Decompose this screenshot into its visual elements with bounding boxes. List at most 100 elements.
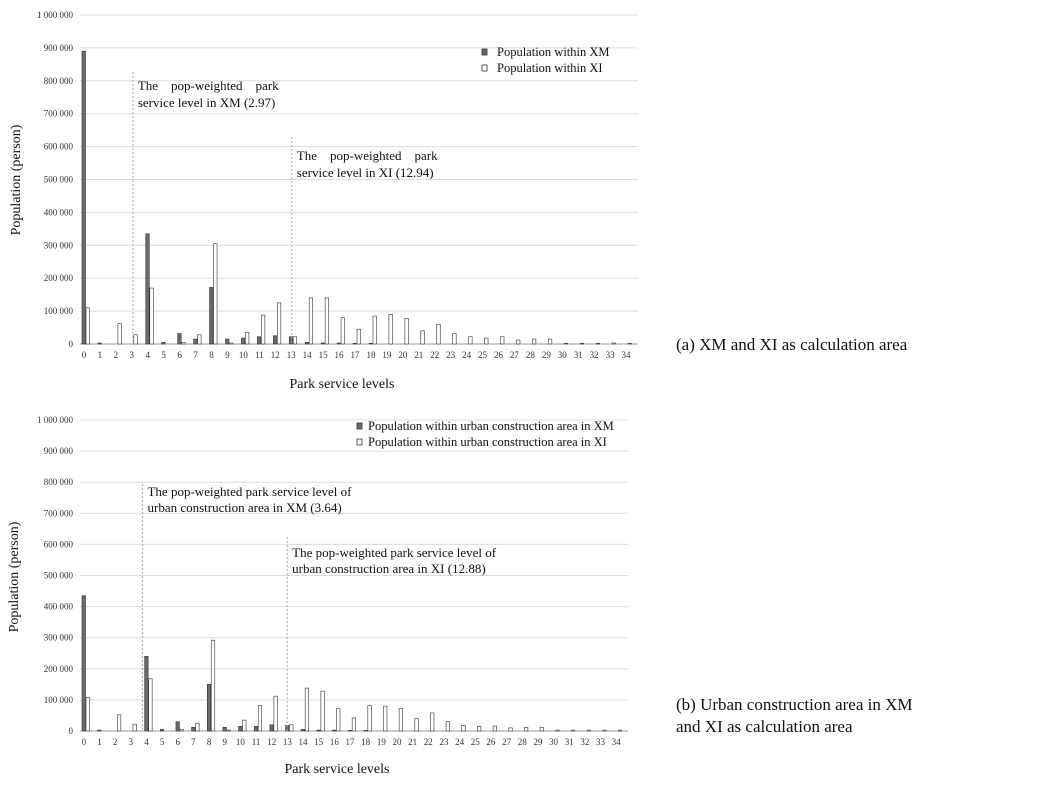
bar-xi [524,726,529,732]
bar-xm [97,342,102,345]
bar-xi [398,708,403,732]
x-tick-label: 5 [161,350,166,360]
bar-xi [367,705,372,732]
x-tick-label: 29 [533,737,543,747]
bar-xi [586,729,591,732]
bar-xm [222,726,227,732]
x-tick-label: 14 [299,737,309,747]
bar-xi [627,343,632,345]
bar-xm [363,730,368,732]
annotation-text: The pop-weighted park [138,78,279,93]
bar-xi [436,323,441,345]
bar-xm [81,50,86,345]
bar-xi [516,339,521,345]
x-axis-title: Park service levels [285,762,390,777]
y-tick-label: 700 000 [44,508,74,518]
bar-xm [320,342,325,345]
x-tick-label: 10 [236,737,246,747]
annotation-text: The pop-weighted park service level of [292,545,497,560]
y-tick-label: 800 000 [44,477,74,487]
bar-xi [226,729,231,732]
bar-xi [85,307,90,345]
bar-xi [308,297,314,345]
x-tick-label: 30 [549,737,559,747]
bar-xi [563,343,569,345]
bar-xi [579,343,585,345]
bar-xi [148,678,153,732]
annotation-text: urban construction area in XM (3.64) [147,500,341,515]
annotation-text: urban construction area in XI (12.88) [292,561,486,576]
y-tick-label: 600 000 [44,539,74,549]
y-tick-label: 100 000 [44,695,74,705]
x-tick-label: 13 [287,350,297,360]
x-tick-label: 7 [191,737,196,747]
bar-xi [210,639,216,732]
bar-xi [383,705,388,732]
x-tick-label: 9 [222,737,227,747]
x-tick-label: 11 [252,737,261,747]
x-tick-label: 20 [398,350,408,360]
x-tick-label: 29 [542,350,552,360]
bar-xi [197,334,202,345]
bar-xm [159,729,165,732]
bar-xm [300,729,306,732]
y-tick-label: 900 000 [44,43,74,53]
bar-xm [144,656,149,732]
x-tick-label: 27 [510,350,520,360]
bar-xi [179,729,184,732]
bar-xm [225,338,230,345]
bar-xi [430,712,435,732]
x-tick-label: 17 [346,737,356,747]
y-tick-label: 300 000 [44,633,74,643]
y-tick-label: 500 000 [44,571,74,581]
legend-swatch [481,48,488,56]
caption-text: and XI as calculation area [676,717,853,736]
bar-xi [261,314,266,345]
x-tick-label: 16 [330,737,340,747]
legend-label: Population within urban construction are… [368,419,614,433]
x-tick-label: 14 [303,350,313,360]
x-tick-label: 23 [439,737,449,747]
bar-xi [195,722,200,732]
chart-b: 0 100 000 200 000 300 000 400 000 500 000 600 … [7,415,913,777]
x-tick-label: 12 [267,737,276,747]
x-tick-label: 34 [622,350,632,360]
x-tick-label: 17 [351,350,361,360]
bar-xi [372,315,377,345]
bar-xi [356,328,361,345]
bar-xi [149,287,154,345]
y-tick-label: 1 000 000 [37,415,74,425]
x-tick-label: 21 [414,350,423,360]
bar-xi [133,334,138,345]
bar-xi [452,333,457,345]
x-tick-label: 13 [283,737,293,747]
x-tick-label: 21 [408,737,417,747]
x-tick-label: 18 [366,350,376,360]
bar-xi [555,729,560,732]
bar-xi [320,690,325,732]
bar-xm [253,726,259,732]
x-tick-label: 32 [590,350,599,360]
x-tick-label: 11 [255,350,264,360]
x-tick-label: 1 [97,737,102,747]
x-tick-label: 33 [606,350,616,360]
x-tick-label: 25 [471,737,481,747]
bar-xm [288,336,294,345]
bar-xm [332,729,337,732]
bar-xm [177,333,182,345]
x-tick-label: 2 [114,350,119,360]
x-tick-label: 20 [392,737,402,747]
bar-xi [340,317,345,345]
bar-xm [273,335,278,345]
x-tick-label: 0 [82,350,87,360]
bar-xi [245,332,250,345]
legend-swatch [481,64,488,72]
y-tick-label: 800 000 [44,76,74,86]
bar-xi [484,337,489,345]
bar-xi [404,318,409,345]
y-axis-title: Population (person) [7,521,22,632]
annotation-text: The pop-weighted park service level of [147,484,352,499]
bar-xi [351,717,356,732]
bar-xi [477,726,482,732]
legend-label: Population within urban construction are… [368,435,607,449]
